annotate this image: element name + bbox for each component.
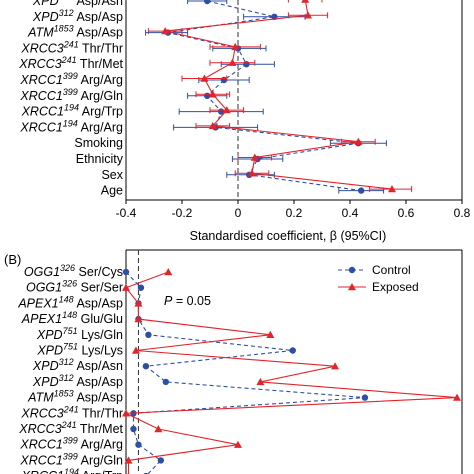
panel-a-point-control xyxy=(220,76,228,84)
panel-b-point-control xyxy=(122,268,130,276)
panel-b-point-control xyxy=(157,457,165,464)
panel-b-row-label: OGG1326 Ser/Cys xyxy=(24,263,123,279)
panel-b-point-control xyxy=(145,331,152,338)
panel-a-x-tick-label: 0 xyxy=(235,206,242,220)
panel-a-point-exposed xyxy=(301,0,310,3)
panel-a-row-label: XRCC1399 Arg/Gln xyxy=(19,87,123,103)
panel-b-point-control xyxy=(289,347,296,354)
panel-a-row-label: XPD312 Asp/Asp xyxy=(32,8,123,24)
panel-b-row-label: OGG1326 Ser/Ser xyxy=(26,279,123,295)
panel-a-row-label: XPD312 Asp/Asn xyxy=(32,0,123,8)
panel-b-row-label: XRCC1194 Arg/Trp xyxy=(21,467,123,474)
panel-b-point-control xyxy=(137,284,145,291)
panel-a-point-exposed xyxy=(161,27,170,35)
panel-a-row-label: XRCC1399 Arg/Arg xyxy=(19,71,123,87)
panel-a-point-control xyxy=(358,187,365,194)
panel-a-point-exposed xyxy=(228,58,237,66)
panel-b-point-exposed xyxy=(124,456,133,464)
panel-b-point-exposed xyxy=(131,346,140,354)
panel-b-point-exposed xyxy=(256,377,265,386)
panel-b-point-exposed xyxy=(122,283,130,291)
panel-a-point-exposed xyxy=(250,153,259,161)
panel-b-row-label: XPD312 Asp/Asp xyxy=(32,373,123,389)
panel-b-row-label: ATM1853 Asp/Asp xyxy=(27,389,123,405)
panel-b-point-exposed xyxy=(122,409,130,417)
panel-b-series-line-control xyxy=(125,271,365,474)
panel-a-row-label: Ethnicity xyxy=(76,152,124,166)
panel-a-point-exposed xyxy=(208,90,217,98)
panel-a-point-exposed xyxy=(354,137,363,145)
panel-a-x-axis-title: Standardised coefficient, β (95%CI) xyxy=(190,229,387,243)
panel-a-point-exposed xyxy=(388,185,396,193)
panel-b-point-exposed xyxy=(134,299,143,307)
panel-a-point-exposed xyxy=(304,11,312,19)
panel-a-point-exposed xyxy=(231,42,240,51)
panel-b-row-label: APEX1148 Asp/Asp xyxy=(17,294,123,310)
panel-a-x-tick-label: 0.6 xyxy=(398,206,415,220)
panel-b-row-label: XRCC1399 Arg/Arg xyxy=(19,436,123,452)
panel-b-point-control xyxy=(162,378,170,386)
legend-label-exposed: Exposed xyxy=(372,280,419,294)
panel-a-row-label: Age xyxy=(101,184,123,198)
panel-b-point-control xyxy=(142,363,150,370)
legend-marker-exposed xyxy=(348,283,356,291)
panel-a-point-exposed xyxy=(248,169,256,177)
panel-b-point-exposed xyxy=(331,362,340,370)
panel-a-x-tick-label: 0.2 xyxy=(286,206,303,220)
panel-b-point-exposed xyxy=(453,393,462,401)
panel-a-row-label: XRCC1194 Arg/Arg xyxy=(19,118,123,134)
panel-b-label: (B) xyxy=(4,252,21,267)
panel-a-x-tick-label: -0.4 xyxy=(116,206,137,220)
panel-b-row-label: XPD751 Lys/Gln xyxy=(36,326,123,342)
panel-a-point-exposed xyxy=(200,74,209,82)
legend-label-control: Control xyxy=(372,263,411,277)
panel-b-point-exposed xyxy=(234,440,242,448)
panel-b-point-exposed xyxy=(164,268,173,276)
panel-a-x-tick-label: -0.2 xyxy=(172,206,193,220)
panel-a-row-label: XRCC3241 Thr/Thr xyxy=(20,39,123,55)
panel-a-point-control xyxy=(243,60,250,68)
panel-a-row-label: Smoking xyxy=(74,136,123,150)
panel-b-row-label: XPD312 Asp/Asn xyxy=(32,357,123,373)
panel-b-row-label: XPD751 Lys/Lys xyxy=(36,342,123,358)
panel-a-x-tick-label: 0.4 xyxy=(342,206,359,220)
panel-b-legend: Control Exposed xyxy=(338,263,419,294)
panel-b-point-exposed xyxy=(266,330,275,338)
legend-marker-control xyxy=(348,266,356,274)
panel-a-point-control xyxy=(204,0,211,5)
panel-a-forest-plot: -0.4 -0.2 0 0.2 0.4 0.6 0.8 Standardised coeffi… xyxy=(18,0,471,243)
panel-a-point-exposed xyxy=(208,121,217,130)
panel-b-point-control xyxy=(135,441,142,448)
panel-a-row-label: XRCC1194 Arg/Trp xyxy=(21,103,123,119)
panel-b-row-label: XRCC1399 Arg/Gln xyxy=(19,451,123,467)
panel-b-row-label: APEX1148 Glu/Glu xyxy=(21,310,123,326)
panel-a-point-exposed xyxy=(222,106,231,114)
panel-b-row-label: XRCC3241 Thr/Met xyxy=(18,420,123,436)
panel-b-point-exposed xyxy=(134,315,143,323)
panel-a-row-label: Sex xyxy=(101,168,123,182)
panel-a-row-label: XRCC3241 Thr/Met xyxy=(18,55,123,71)
panel-a-x-tick-label: 0.8 xyxy=(454,206,471,220)
panel-b-point-control xyxy=(361,394,369,401)
panel-b-reference-annotation: P = 0.05 xyxy=(164,294,211,308)
panel-b-point-control xyxy=(130,425,137,433)
panel-b-row-label: XRCC3241 Thr/Thr xyxy=(20,404,123,420)
panel-a-row-label: ATM1853 Asp/Asp xyxy=(27,24,123,40)
panel-a-point-control xyxy=(204,92,211,100)
panel-b-point-exposed xyxy=(154,425,163,433)
